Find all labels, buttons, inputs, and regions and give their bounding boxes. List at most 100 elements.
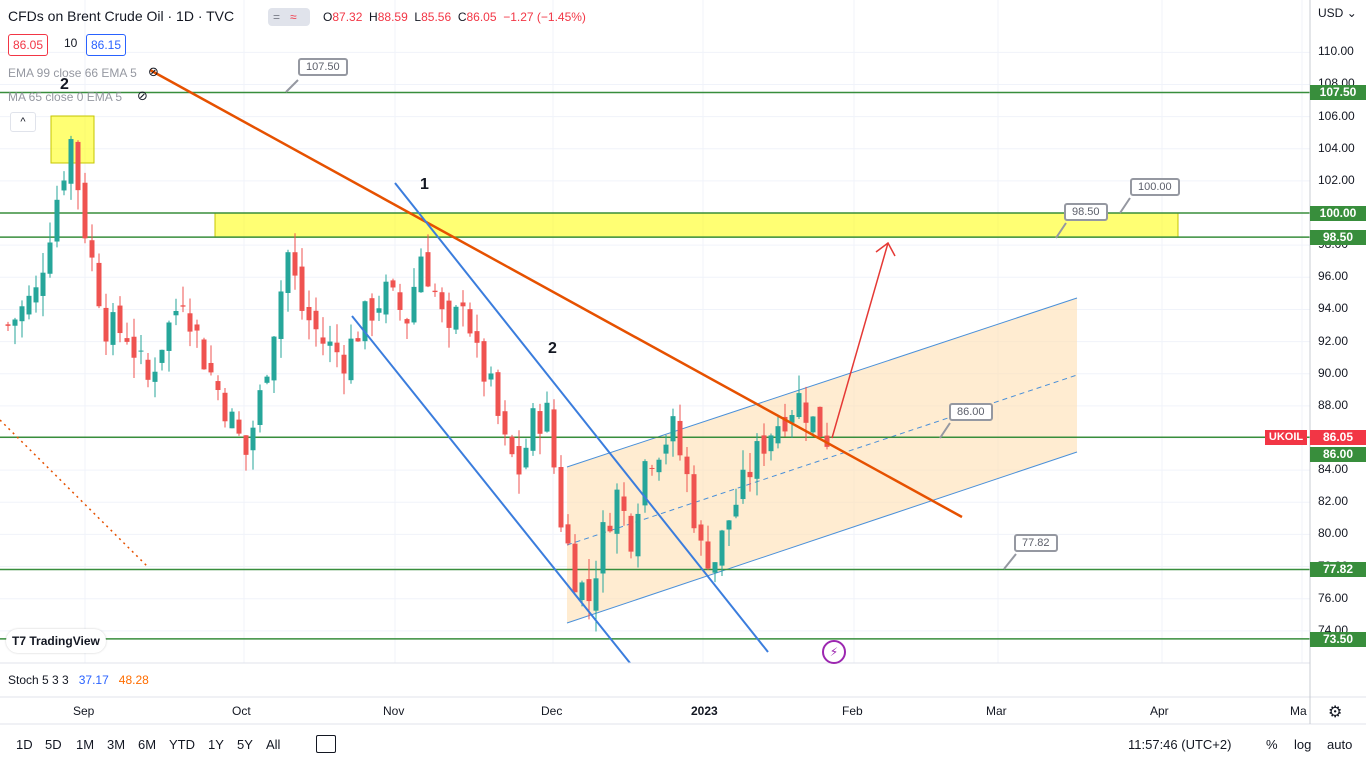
candle-body bbox=[5, 324, 11, 326]
candle-body bbox=[467, 309, 473, 334]
candle-body bbox=[775, 426, 781, 444]
ema-indicator-label[interactable]: EMA 99 close 66 EMA 5 bbox=[8, 66, 137, 80]
price-tick-label: 94.00 bbox=[1318, 301, 1349, 316]
resistance-zone bbox=[214, 212, 1179, 238]
date-range-calendar-icon[interactable] bbox=[316, 735, 336, 753]
candle-body bbox=[530, 408, 536, 451]
candle-body bbox=[691, 474, 697, 529]
candle-body bbox=[250, 427, 256, 451]
target-arrow-shaft bbox=[831, 242, 889, 439]
time-tick-label: 2023 bbox=[691, 704, 718, 718]
range-button-5d[interactable]: 5D bbox=[45, 737, 62, 752]
auto-scale-toggle[interactable]: auto bbox=[1327, 737, 1353, 752]
candle-body bbox=[271, 336, 277, 381]
time-tick-label: Ma bbox=[1290, 704, 1307, 718]
hidden-eye-icon[interactable]: ⊘ bbox=[137, 88, 148, 103]
time-tick-label: Feb bbox=[842, 704, 863, 718]
candle-body bbox=[243, 435, 249, 455]
chevron-down-icon: ⌄ bbox=[1346, 6, 1357, 20]
bid-price-button[interactable]: 86.05 bbox=[8, 34, 49, 56]
range-button-5y[interactable]: 5Y bbox=[237, 737, 253, 752]
candle-body bbox=[96, 262, 102, 307]
candle-body bbox=[257, 390, 263, 425]
candle-body bbox=[614, 489, 620, 534]
currency-selector[interactable]: USD ⌄ bbox=[1318, 6, 1357, 20]
compare-toggle[interactable]: = ≈ bbox=[268, 8, 310, 26]
candle-body bbox=[117, 305, 123, 334]
candle-body bbox=[460, 302, 466, 307]
candle-body bbox=[355, 338, 361, 342]
candle-body bbox=[754, 441, 760, 479]
log-scale-toggle[interactable]: log bbox=[1294, 737, 1312, 752]
ask-price-button[interactable]: 86.15 bbox=[86, 34, 127, 56]
price-tick-label: 92.00 bbox=[1318, 333, 1349, 348]
percent-scale-toggle[interactable]: % bbox=[1266, 737, 1278, 752]
candle-body bbox=[551, 409, 557, 468]
rising-channel-fill bbox=[567, 298, 1077, 623]
price-tick-label: 90.00 bbox=[1318, 365, 1349, 380]
candle-body bbox=[173, 310, 179, 316]
price-callout[interactable]: 77.82 bbox=[1014, 534, 1058, 552]
candles bbox=[5, 135, 830, 632]
range-button-all[interactable]: All bbox=[266, 737, 281, 752]
candle-body bbox=[390, 280, 396, 288]
candle-body bbox=[26, 295, 32, 315]
price-callout[interactable]: 107.50 bbox=[298, 58, 348, 76]
price-tick-label: 96.00 bbox=[1318, 269, 1349, 284]
target-arrow-head bbox=[875, 241, 896, 257]
stochastic-legend[interactable]: Stoch 5 3 3 37.17 48.28 bbox=[8, 673, 149, 687]
range-button-6m[interactable]: 6M bbox=[138, 737, 157, 752]
descending-trend-line bbox=[149, 68, 963, 519]
range-button-1m[interactable]: 1M bbox=[76, 737, 95, 752]
candle-body bbox=[313, 310, 319, 330]
candle-body bbox=[285, 252, 291, 294]
candle-body bbox=[803, 402, 809, 423]
price-callout[interactable]: 86.00 bbox=[949, 403, 993, 421]
collapse-indicators-button[interactable]: ^ bbox=[10, 112, 36, 132]
ma-indicator-label[interactable]: MA 65 close 0 EMA 5 bbox=[8, 90, 123, 104]
falling-channel-lower bbox=[351, 315, 631, 664]
candle-body bbox=[334, 342, 340, 353]
candle-body bbox=[411, 286, 417, 323]
settings-gear-icon[interactable]: ⚙ bbox=[1328, 704, 1343, 721]
candle-body bbox=[131, 336, 137, 358]
hidden-eye-icon[interactable]: ⊘ bbox=[148, 64, 159, 79]
candle-body bbox=[817, 406, 823, 437]
candle-body bbox=[138, 350, 144, 352]
range-button-1y[interactable]: 1Y bbox=[208, 737, 224, 752]
clock-readout[interactable]: 11:57:46 (UTC+2) bbox=[1128, 737, 1232, 752]
candle-body bbox=[75, 141, 81, 191]
candle-body bbox=[187, 313, 193, 332]
candle-body bbox=[782, 416, 788, 432]
channel-lower-line bbox=[566, 451, 1078, 624]
candle-body bbox=[698, 524, 704, 541]
candle-body bbox=[677, 420, 683, 456]
candle-body bbox=[544, 402, 550, 432]
event-lightning-icon[interactable]: ⚡ bbox=[822, 640, 846, 664]
candle-body bbox=[481, 341, 487, 382]
candle-body bbox=[327, 341, 333, 346]
candle-body bbox=[635, 513, 641, 557]
candle-body bbox=[495, 372, 501, 416]
price-callout[interactable]: 98.50 bbox=[1064, 203, 1108, 221]
candle-body bbox=[236, 419, 242, 434]
eye-toggle-icon: = bbox=[273, 10, 281, 24]
chart-title[interactable]: CFDs on Brent Crude Oil · 1D · TVC bbox=[8, 8, 235, 24]
wave-label: 1 bbox=[420, 176, 429, 193]
candle-body bbox=[61, 180, 67, 191]
range-button-1d[interactable]: 1D bbox=[16, 737, 33, 752]
candle-body bbox=[215, 381, 221, 391]
candle-body bbox=[810, 416, 816, 433]
candle-body bbox=[145, 359, 151, 380]
range-button-ytd[interactable]: YTD bbox=[169, 737, 195, 752]
price-axis-marker: 98.50 bbox=[1310, 230, 1366, 246]
range-button-3m[interactable]: 3M bbox=[107, 737, 126, 752]
tradingview-logo[interactable]: T7 TradingView bbox=[6, 629, 106, 653]
candle-body bbox=[740, 469, 746, 500]
price-tick-label: 102.00 bbox=[1318, 172, 1355, 187]
candle-body bbox=[89, 240, 95, 258]
price-callout[interactable]: 100.00 bbox=[1130, 178, 1180, 196]
dotted-trend-line bbox=[0, 419, 149, 568]
candle-body bbox=[320, 337, 326, 344]
